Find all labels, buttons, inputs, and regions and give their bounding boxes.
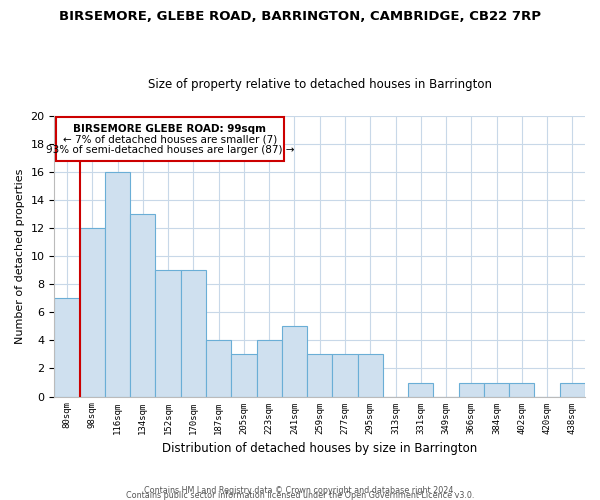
Bar [484,382,509,396]
X-axis label: Distribution of detached houses by size in Barrington: Distribution of detached houses by size … [162,442,478,455]
Text: 93% of semi-detached houses are larger (87) →: 93% of semi-detached houses are larger (… [46,146,294,156]
Bar [332,354,358,397]
Bar [80,228,105,396]
Bar [560,382,585,396]
Text: Contains public sector information licensed under the Open Government Licence v3: Contains public sector information licen… [126,490,474,500]
Bar [130,214,155,396]
Y-axis label: Number of detached properties: Number of detached properties [15,168,25,344]
Bar [55,298,80,396]
Text: BIRSEMORE GLEBE ROAD: 99sqm: BIRSEMORE GLEBE ROAD: 99sqm [73,124,266,134]
Bar [155,270,181,396]
Bar [231,354,257,397]
Bar [307,354,332,397]
Bar [509,382,535,396]
Bar [358,354,383,397]
Bar [206,340,231,396]
Title: Size of property relative to detached houses in Barrington: Size of property relative to detached ho… [148,78,492,91]
Bar [105,172,130,396]
Bar [282,326,307,396]
FancyBboxPatch shape [56,117,284,160]
Text: BIRSEMORE, GLEBE ROAD, BARRINGTON, CAMBRIDGE, CB22 7RP: BIRSEMORE, GLEBE ROAD, BARRINGTON, CAMBR… [59,10,541,23]
Text: Contains HM Land Registry data © Crown copyright and database right 2024.: Contains HM Land Registry data © Crown c… [144,486,456,495]
Bar [257,340,282,396]
Bar [458,382,484,396]
Bar [181,270,206,396]
Text: ← 7% of detached houses are smaller (7): ← 7% of detached houses are smaller (7) [63,134,277,144]
Bar [408,382,433,396]
